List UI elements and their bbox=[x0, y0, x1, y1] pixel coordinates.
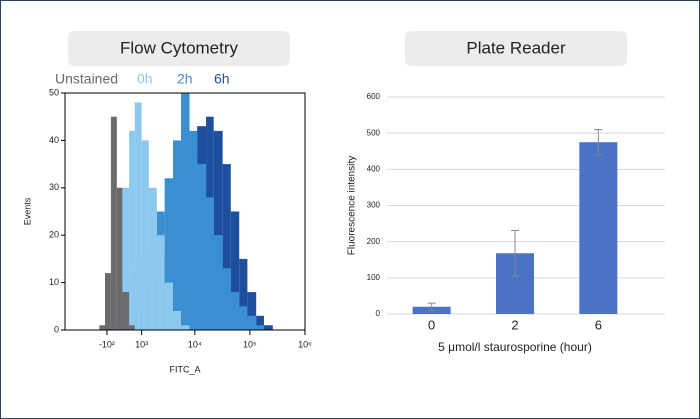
y-tick-label: 40 bbox=[49, 135, 59, 145]
title-box bbox=[405, 31, 627, 66]
histogram-bar bbox=[164, 282, 174, 330]
histogram-bar bbox=[213, 235, 223, 330]
x-tick-label: -10² bbox=[99, 339, 115, 349]
x-tick-label: 10⁴ bbox=[188, 339, 202, 349]
histogram-bar bbox=[263, 325, 273, 330]
histogram-bar bbox=[256, 315, 264, 330]
y-axis-label: Events bbox=[22, 197, 32, 225]
y-tick-label: 50 bbox=[49, 87, 59, 97]
y-tick-label: 400 bbox=[367, 164, 381, 173]
histogram-bar bbox=[141, 140, 149, 330]
histogram-bar bbox=[206, 197, 214, 330]
histogram-bar bbox=[256, 325, 264, 330]
y-tick-label: 600 bbox=[367, 92, 381, 101]
y-tick-label: 300 bbox=[367, 201, 381, 210]
x-axis-label: FITC_A bbox=[169, 364, 200, 374]
legend-label: Unstained bbox=[55, 71, 118, 87]
histogram-bar bbox=[222, 164, 231, 330]
histogram-bar bbox=[99, 325, 105, 330]
histogram-bar bbox=[222, 268, 231, 330]
histogram-bar bbox=[122, 187, 130, 330]
histogram-bar bbox=[247, 292, 257, 330]
histogram-bar bbox=[164, 178, 174, 330]
histogram-bar bbox=[104, 273, 111, 330]
histogram-bar bbox=[148, 187, 157, 330]
histogram-bar bbox=[156, 235, 165, 330]
y-tick-label: 0 bbox=[376, 309, 381, 318]
histogram-bar bbox=[173, 311, 182, 330]
y-tick-label: 100 bbox=[367, 273, 381, 282]
histogram-bar bbox=[134, 102, 142, 330]
histogram-bar bbox=[181, 93, 190, 330]
y-tick-label: 200 bbox=[367, 237, 381, 246]
chart-title: Plate Reader bbox=[466, 38, 566, 57]
x-tick-label: 0 bbox=[428, 317, 435, 332]
histogram-bar bbox=[239, 306, 248, 330]
x-tick-label: 10⁵ bbox=[243, 339, 257, 349]
x-tick-label: 10³ bbox=[135, 339, 148, 349]
legend-label: 2h bbox=[177, 71, 193, 87]
error-bar bbox=[427, 302, 436, 311]
histogram-bar bbox=[189, 130, 198, 330]
bar bbox=[579, 142, 618, 314]
histogram-bar bbox=[230, 211, 240, 330]
legend-label: 6h bbox=[214, 71, 230, 87]
x-tick-label: 10⁶ bbox=[298, 339, 312, 349]
legend-label: 0h bbox=[137, 71, 153, 87]
title-box bbox=[68, 31, 290, 66]
histogram-bar bbox=[181, 325, 190, 330]
y-tick-label: 20 bbox=[49, 230, 59, 240]
y-tick-label: 30 bbox=[49, 182, 59, 192]
histogram-bar bbox=[116, 187, 123, 330]
y-tick-label: 10 bbox=[49, 277, 59, 287]
histogram-bar bbox=[239, 258, 248, 330]
y-axis-label: Fluorescence intensity bbox=[347, 156, 358, 256]
histogram-bar bbox=[230, 292, 240, 330]
y-tick-label: 500 bbox=[367, 128, 381, 137]
y-tick-label: 0 bbox=[54, 324, 59, 334]
histogram-bar bbox=[129, 325, 135, 330]
histogram-bar bbox=[247, 315, 257, 330]
plot-frame bbox=[64, 92, 306, 331]
histogram-bar bbox=[122, 292, 130, 330]
chart-title: Flow Cytometry bbox=[120, 38, 239, 57]
error-bar bbox=[594, 129, 603, 156]
histogram-bar bbox=[110, 116, 117, 330]
x-tick-label: 6 bbox=[595, 317, 602, 332]
histogram-bar bbox=[213, 130, 223, 330]
histogram-bar bbox=[197, 164, 207, 330]
x-tick-label: 2 bbox=[511, 317, 518, 332]
histogram-bar bbox=[129, 130, 135, 330]
histogram-bar bbox=[173, 140, 182, 330]
x-axis-label: 5 μmol/l staurosporine (hour) bbox=[438, 340, 592, 354]
error-bar bbox=[511, 229, 519, 277]
